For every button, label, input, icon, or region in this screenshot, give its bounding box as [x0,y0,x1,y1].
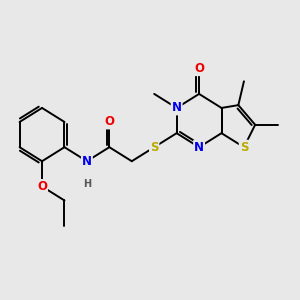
Text: O: O [104,116,114,128]
Text: O: O [37,180,47,193]
Text: S: S [240,141,248,154]
Text: N: N [82,155,92,168]
Text: N: N [172,101,182,114]
Text: O: O [194,62,204,75]
Text: N: N [194,141,204,154]
Text: H: H [83,179,91,189]
Text: S: S [150,141,158,154]
